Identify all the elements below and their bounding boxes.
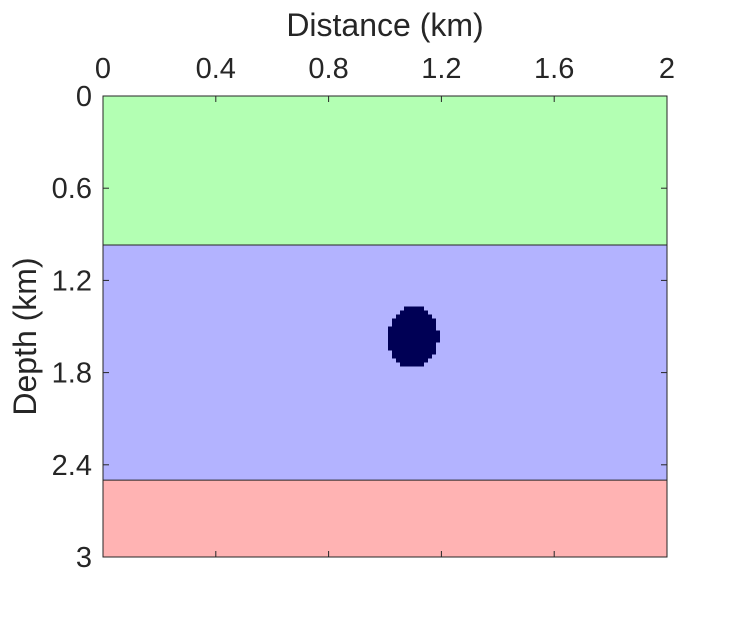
y-axis-label: Depth (km) <box>7 257 43 415</box>
x-tick-label: 0.8 <box>308 53 348 85</box>
layer-2 <box>103 245 667 481</box>
y-tick-label: 3 <box>76 542 92 574</box>
layer-1 <box>103 96 667 246</box>
plot-frame <box>102 95 668 558</box>
anomaly-body <box>388 306 440 367</box>
x-tick-label: 1.2 <box>421 53 461 85</box>
x-tick-label: 2 <box>659 53 675 85</box>
y-tick-label: 1.2 <box>52 265 92 297</box>
layers-group <box>103 96 667 557</box>
layer-3 <box>103 480 667 557</box>
x-axis-label: Distance (km) <box>286 7 483 43</box>
y-tick-label: 1.8 <box>52 358 92 390</box>
x-tick-label: 0 <box>95 53 111 85</box>
x-tick-label: 0.4 <box>196 53 236 85</box>
y-ticks-group: 0 0.6 1.2 1.8 2.4 3 <box>52 81 667 574</box>
x-tick-label: 1.6 <box>534 53 574 85</box>
anomaly-group <box>388 306 440 367</box>
y-tick-label: 2.4 <box>52 450 92 482</box>
y-tick-label: 0 <box>76 81 92 113</box>
x-ticks-group: 0 0.4 0.8 1.2 1.6 2 <box>95 53 675 557</box>
y-tick-label: 0.6 <box>52 173 92 205</box>
